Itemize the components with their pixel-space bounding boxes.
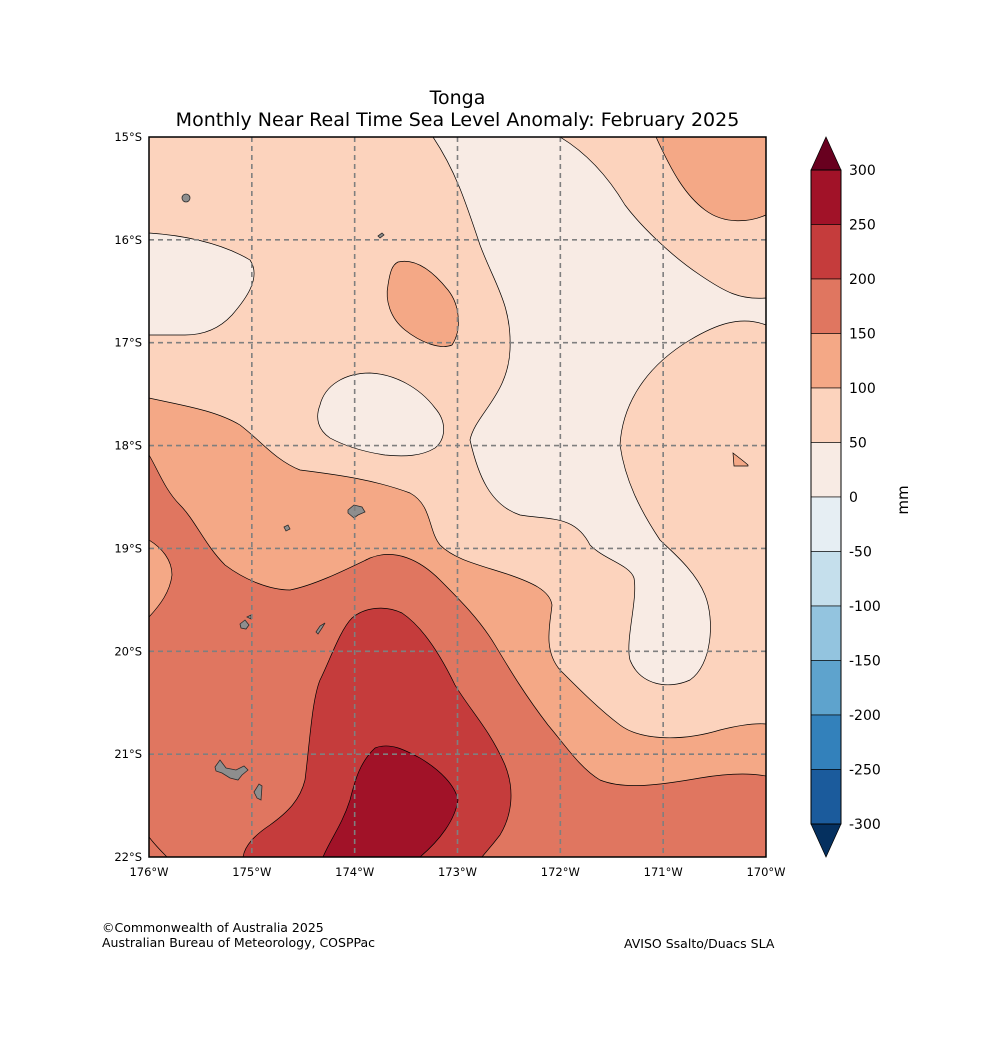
colorbar-under-arrow xyxy=(810,823,842,858)
colorbar-band xyxy=(810,278,842,334)
colorbar-band xyxy=(810,169,842,225)
colorbar-band xyxy=(810,442,842,498)
island-niuatoputapu xyxy=(377,232,385,239)
lat-label: 17°S xyxy=(114,336,142,350)
lon-label: 176°W xyxy=(129,865,168,879)
map-title: Tonga xyxy=(429,87,486,109)
map-frame xyxy=(148,136,767,858)
island-tongatapu xyxy=(214,759,249,781)
colorbar-band xyxy=(810,496,842,552)
colorbar-tick-label: 300 xyxy=(849,163,876,179)
lon-label: 171°W xyxy=(644,865,683,879)
contour-0-50-center xyxy=(317,372,444,457)
colorbar-band xyxy=(810,551,842,607)
island-vavau xyxy=(347,504,366,519)
colorbar-tick-label: 250 xyxy=(849,218,876,234)
colorbar-tick-label: -250 xyxy=(849,763,881,779)
colorbar-band xyxy=(810,714,842,770)
contour-100-150-east-dot xyxy=(732,452,749,467)
contour-100-150-ne xyxy=(655,137,766,222)
lon-label: 172°W xyxy=(541,865,580,879)
island-niuafoou xyxy=(181,193,191,203)
data-source-text: AVISO Ssalto/Duacs SLA xyxy=(624,936,775,951)
colorbar-band xyxy=(810,333,842,389)
colorbar-band xyxy=(810,224,842,280)
contour-150-200-sw-corner xyxy=(149,836,168,857)
agency-text: Australian Bureau of Meteorology, COSPPa… xyxy=(102,935,375,950)
colorbar-tick-labels: 300 250 200 150 100 50 0 -50 -100 -150 -200 -250 -30… xyxy=(849,163,881,833)
island-haapai-b xyxy=(246,614,252,620)
latitude-labels: 15°S 16°S 17°S 18°S 19°S 20°S 21°S 22°S xyxy=(114,130,142,864)
colorbar-band xyxy=(810,387,842,443)
colorbar-tick-label: 150 xyxy=(849,327,876,343)
colorbar-band xyxy=(810,660,842,716)
lat-label: 20°S xyxy=(114,644,142,658)
lon-label: 173°W xyxy=(438,865,477,879)
longitude-labels: 176°W 175°W 174°W 173°W 172°W 171°W 170°W xyxy=(129,865,785,879)
lon-label: 175°W xyxy=(232,865,271,879)
colorbar-tick-label: -300 xyxy=(849,817,881,833)
island-eua xyxy=(253,783,263,801)
contour-250-300 xyxy=(322,745,459,857)
colorbar-band xyxy=(810,605,842,661)
tonga-islands xyxy=(181,193,385,801)
copyright-text: ©Commonwealth of Australia 2025 xyxy=(102,920,324,935)
island-late xyxy=(283,524,291,532)
colorbar-tick-label: 0 xyxy=(849,490,858,506)
colorbar-tick-label: 50 xyxy=(849,436,867,452)
contour-0-50-north xyxy=(432,137,766,686)
contour-100-150-blob xyxy=(386,260,459,347)
lat-label: 19°S xyxy=(114,541,142,555)
island-haapai-c xyxy=(315,622,326,635)
colorbar-band xyxy=(810,769,842,825)
lat-label: 15°S xyxy=(114,130,142,144)
colorbar-tick-label: -50 xyxy=(849,545,872,561)
lon-label: 174°W xyxy=(335,865,374,879)
graticule xyxy=(149,137,766,857)
lat-label: 21°S xyxy=(114,747,142,761)
colorbar-label: mm xyxy=(894,485,912,514)
colorbar-tick-label: 200 xyxy=(849,272,876,288)
lon-label: 170°W xyxy=(746,865,785,879)
colorbar-tick-label: -200 xyxy=(849,708,881,724)
lat-label: 16°S xyxy=(114,233,142,247)
colorbar-frame xyxy=(810,169,842,825)
lat-label: 18°S xyxy=(114,439,142,453)
contour-150-200 xyxy=(149,454,766,857)
colorbar: 300 250 200 150 100 50 0 -50 -100 -150 -200 -250 -30… xyxy=(810,136,912,858)
lat-label: 22°S xyxy=(114,850,142,864)
colorbar-tick-label: -100 xyxy=(849,599,881,615)
colorbar-tick-label: -150 xyxy=(849,654,881,670)
colorbar-over-arrow xyxy=(810,136,842,171)
map-subtitle: Monthly Near Real Time Sea Level Anomaly… xyxy=(175,109,740,131)
colorbar-bands xyxy=(810,169,842,825)
colorbar-tick-label: 100 xyxy=(849,381,876,397)
island-haapai-a xyxy=(239,619,250,630)
